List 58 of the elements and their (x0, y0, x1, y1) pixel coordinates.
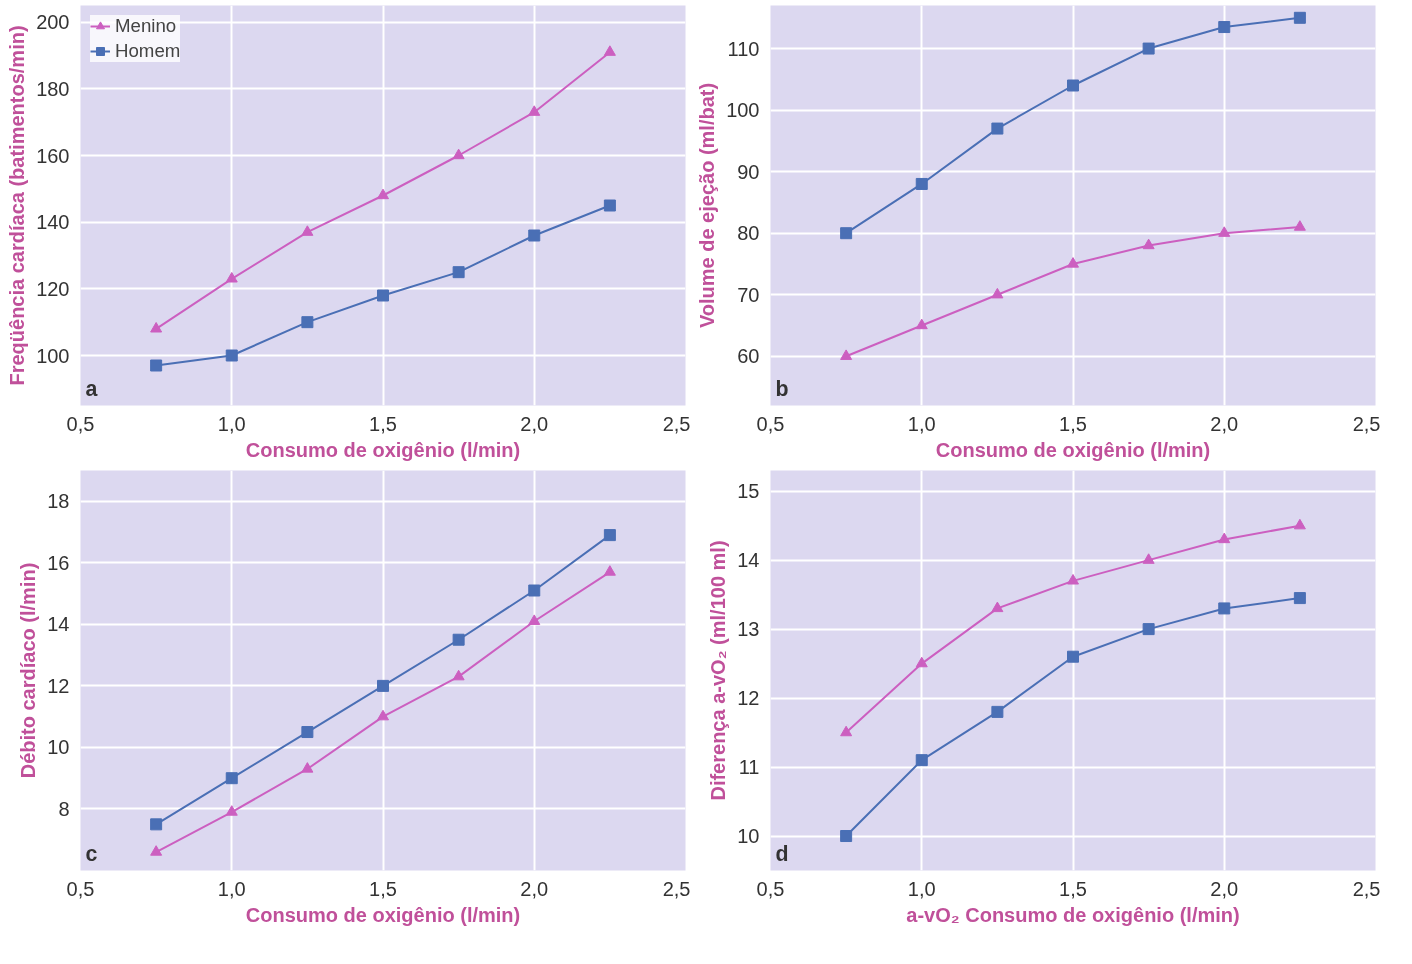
y-tick-label: 18 (47, 490, 70, 513)
y-tick-label: 12 (737, 687, 760, 710)
annotation: c (85, 841, 98, 866)
x-tick-label: 2,5 (1352, 877, 1381, 900)
y-tick-label: 11 (738, 756, 760, 779)
y-tick-label: 8 (58, 797, 70, 820)
x-tick-label: 0,5 (66, 412, 95, 435)
y-tick-label: 100 (726, 99, 760, 122)
y-tick-label: 160 (36, 144, 70, 167)
x-tick-label: 2,0 (1210, 877, 1239, 900)
y-tick-label: 140 (36, 211, 70, 234)
y-tick-label: 100 (36, 344, 70, 367)
y-tick-label: 180 (36, 77, 70, 100)
x-tick-label: 1,5 (369, 877, 397, 900)
x-tick-label: 0,5 (756, 877, 785, 900)
y-axis-title: Débito cardíaco (l/min) (17, 562, 40, 779)
x-tick-label: 1,5 (1059, 877, 1087, 900)
y-tick-label: 120 (36, 277, 70, 300)
x-tick-label: 1,5 (369, 412, 397, 435)
x-tick-label: 2,0 (520, 877, 549, 900)
y-tick-label: 16 (47, 551, 70, 574)
y-tick-label: 12 (47, 674, 70, 697)
x-tick-label: 1,0 (217, 412, 246, 435)
y-tick-label: 200 (36, 11, 70, 34)
x-tick-label: 2,5 (662, 412, 691, 435)
y-tick-label: 14 (47, 613, 70, 636)
y-tick-label: 10 (47, 736, 70, 759)
x-tick-label: 1,0 (217, 877, 246, 900)
y-axis-title: Diferença a-vO₂ (ml/100 ml) (707, 540, 730, 801)
annotation: d (775, 841, 789, 866)
x-tick-label: 0,5 (66, 877, 95, 900)
annotation: b (775, 376, 789, 401)
x-tick-label: 1,0 (907, 412, 936, 435)
y-tick-label: 15 (737, 480, 760, 503)
x-tick-label: 1,5 (1059, 412, 1087, 435)
y-axis-title: Volume de ejeção (ml/bat) (696, 82, 719, 329)
y-tick-label: 14 (737, 549, 760, 572)
y-tick-label: 90 (737, 160, 760, 183)
x-tick-label: 2,5 (1352, 412, 1381, 435)
legend-label: Menino (115, 15, 177, 37)
x-tick-label: 1,0 (907, 877, 936, 900)
annotation: a (85, 376, 98, 401)
x-axis-title: a-vO₂ Consumo de oxigênio (l/min) (906, 903, 1240, 926)
y-tick-label: 13 (737, 618, 760, 641)
x-tick-label: 0,5 (756, 412, 785, 435)
y-axis-title: Freqüência cardíaca (batimentos/min) (6, 25, 29, 386)
x-tick-label: 2,5 (662, 877, 691, 900)
y-tick-label: 10 (737, 825, 760, 848)
x-axis-title: Consumo de oxigênio (l/min) (245, 438, 521, 461)
x-tick-label: 2,0 (1210, 412, 1239, 435)
x-axis-title: Consumo de oxigênio (l/min) (935, 438, 1211, 461)
x-tick-label: 2,0 (520, 412, 549, 435)
y-tick-label: 60 (737, 345, 760, 368)
legend-label: Homem (115, 40, 181, 62)
y-tick-label: 110 (727, 37, 760, 60)
x-axis-title: Consumo de oxigênio (l/min) (245, 903, 521, 926)
y-tick-label: 70 (737, 283, 760, 306)
y-tick-label: 80 (737, 222, 760, 245)
